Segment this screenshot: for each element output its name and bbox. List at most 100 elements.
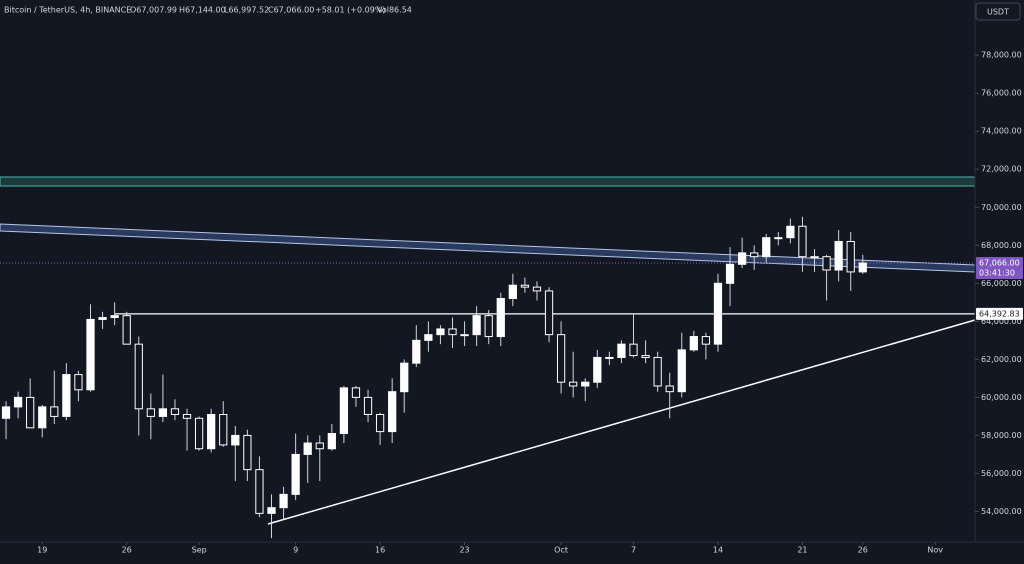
trend-line [267,319,976,525]
candle-body [327,433,336,450]
candle-body [750,252,759,258]
x-tick-label: 26 [858,546,868,555]
y-tick-label: 64,000.00 [981,317,1022,326]
x-tick-label: 7 [631,546,636,555]
candle-body [146,408,155,417]
x-tick-label: 9 [293,546,298,555]
level-tag [976,307,1023,320]
candle-body [194,417,204,450]
candle-body [267,507,276,514]
candle-body [412,339,421,364]
plot-area [0,176,976,539]
candle-body [496,298,505,338]
y-tick-label: 76,000.00 [981,89,1022,98]
header-volume: Vol86.54 [377,6,412,15]
candle-body [231,434,240,446]
candle-body [219,414,228,446]
y-tick-label: 60,000.00 [981,393,1022,402]
candle-body [98,317,107,320]
candle-body [351,387,361,398]
y-tick-label: 68,000.00 [981,241,1022,250]
candle-body [701,336,711,345]
candle-body [665,385,674,393]
candle-body [544,290,554,336]
x-tick-label: 14 [713,546,723,555]
candle-body [822,256,831,271]
candle-body [605,356,614,359]
price-tag-label: 67,066.00 [979,259,1020,268]
candle-body [653,356,662,387]
candle-body [786,225,795,239]
candle-body [774,237,783,240]
x-tick-label: 23 [459,546,469,555]
candle-body [62,374,71,417]
x-tick-label: 19 [37,546,47,555]
candle-body [26,396,35,429]
candle-body [110,315,119,319]
candle-body [834,240,843,271]
candle-body [74,374,83,391]
candle-body [279,493,288,509]
x-tick-label: 16 [375,546,385,555]
candle-body [677,349,686,393]
candle-body [363,396,373,416]
currency-button[interactable] [975,2,1021,21]
candle-body [858,262,867,273]
candle-body [593,356,602,383]
candle-body [303,442,312,455]
candle-body [243,434,252,471]
candle-body [569,381,578,387]
y-tick-label: 74,000.00 [981,127,1022,136]
level-tag-label: 64,392.83 [979,309,1020,318]
y-tick-label: 54,000.00 [981,507,1022,516]
y-tick-label: 56,000.00 [981,469,1022,478]
x-tick-label: 26 [122,546,132,555]
header-open: O67,007.99 [130,6,177,15]
x-tick-label: Oct [554,546,568,555]
header-symbol: Bitcoin / TetherUS, 4h, BINANCE [4,6,131,15]
x-tick-label: Sep [192,546,207,555]
candle-body [484,315,493,338]
header-close: C67,066.00 [268,6,314,15]
header-low: L66,997.52 [224,6,269,15]
candle-body [762,237,771,258]
header-change: +58.01 (+0.09%) [315,6,386,15]
candle-body [641,355,650,358]
candle-body [798,225,807,258]
y-tick-label: 78,000.00 [981,51,1022,60]
candle-body [291,453,300,495]
y-tick-label: 66,000.00 [981,279,1022,288]
candle-body [472,315,481,336]
candle-body [737,252,747,265]
candle-body [86,318,95,391]
candle-body [400,362,409,393]
candle-body [38,406,47,429]
candle-body [713,282,723,345]
candle-body [689,336,698,351]
y-tick-label: 58,000.00 [981,431,1022,440]
candle-body [13,396,23,408]
candle-body [50,406,59,417]
price-countdown: 03:41:30 [979,269,1015,278]
candle-body [170,408,180,416]
candle-body [207,414,216,450]
candle-body [448,328,457,336]
candle-body [388,391,397,433]
candle-body [375,414,385,433]
candle-body [617,343,626,358]
candle-body [725,263,735,284]
price-tag [976,257,1023,280]
candle-body [339,387,349,435]
x-tick-label: Nov [927,546,943,555]
candle-body [629,343,638,357]
candle-body [508,284,517,300]
candle-body [846,240,855,273]
x-tick-label: 21 [797,546,807,555]
candle-body [315,442,324,450]
currency-label[interactable]: USDT [987,8,1009,17]
candle-body [182,414,192,419]
candle-body [122,315,131,345]
